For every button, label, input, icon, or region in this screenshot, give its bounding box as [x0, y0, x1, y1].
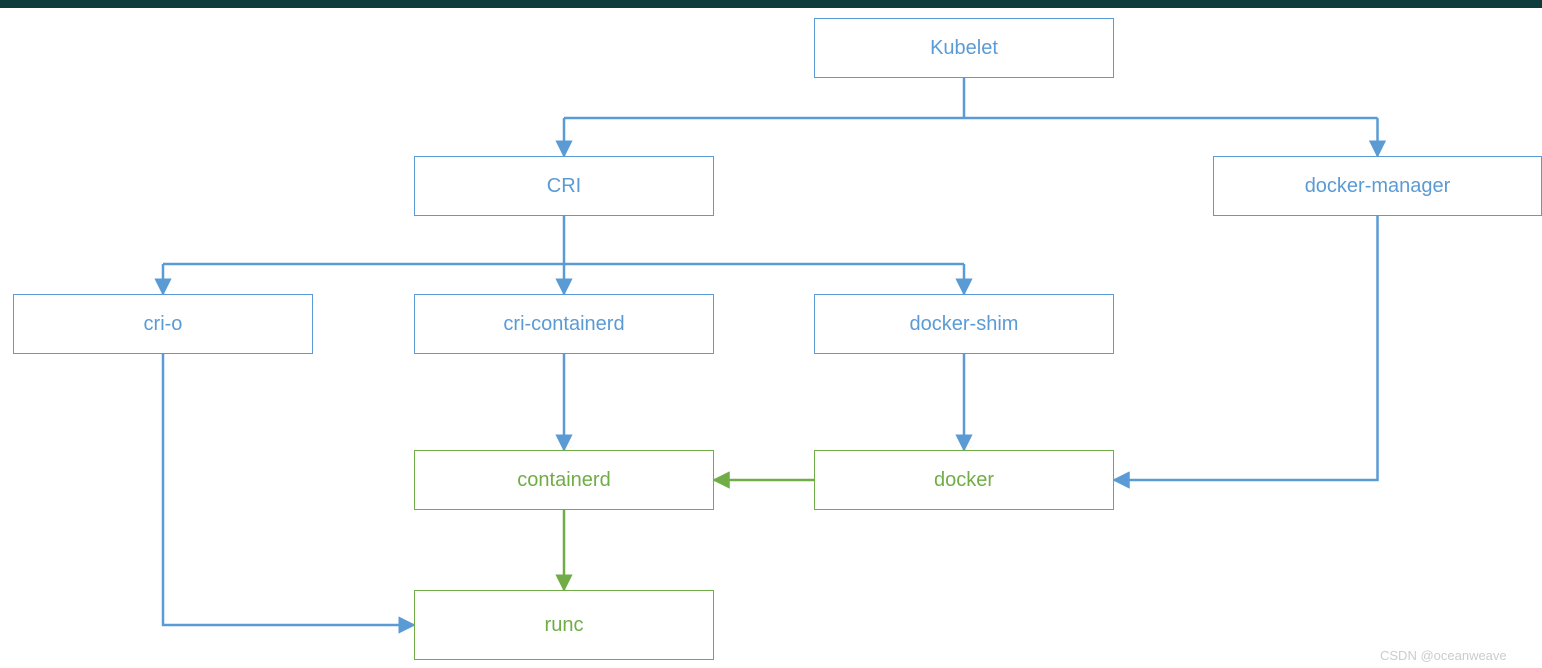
- node-label: docker: [934, 469, 994, 492]
- watermark: CSDN @oceanweave: [1380, 648, 1507, 663]
- node-cri-o: cri-o: [13, 294, 313, 354]
- node-cri-containerd: cri-containerd: [414, 294, 714, 354]
- node-runc: runc: [414, 590, 714, 660]
- node-docker-manager: docker-manager: [1213, 156, 1542, 216]
- node-label: CRI: [547, 175, 581, 198]
- node-label: cri-containerd: [503, 313, 624, 336]
- node-label: runc: [545, 614, 584, 637]
- node-cri: CRI: [414, 156, 714, 216]
- top-bar: [0, 0, 1542, 8]
- node-label: Kubelet: [930, 37, 998, 60]
- node-label: cri-o: [144, 313, 183, 336]
- node-label: docker-shim: [910, 313, 1019, 336]
- node-kubelet: Kubelet: [814, 18, 1114, 78]
- watermark-text: CSDN @oceanweave: [1380, 648, 1507, 663]
- node-docker: docker: [814, 450, 1114, 510]
- node-docker-shim: docker-shim: [814, 294, 1114, 354]
- node-containerd: containerd: [414, 450, 714, 510]
- node-label: docker-manager: [1305, 175, 1451, 198]
- node-label: containerd: [517, 469, 610, 492]
